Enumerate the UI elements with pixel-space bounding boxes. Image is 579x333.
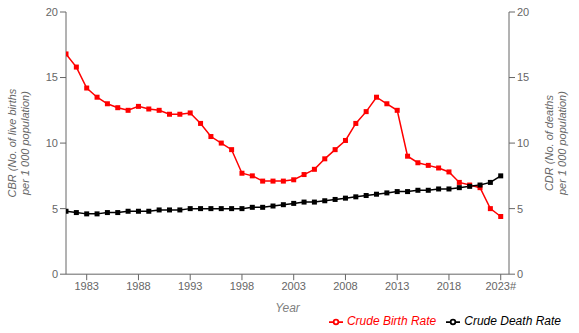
svg-text:2023#: 2023# (485, 280, 516, 292)
svg-text:1993: 1993 (178, 280, 202, 292)
svg-text:2013: 2013 (385, 280, 409, 292)
svg-text:5: 5 (517, 203, 523, 215)
svg-text:10: 10 (517, 137, 529, 149)
svg-text:1998: 1998 (230, 280, 254, 292)
svg-text:2003: 2003 (281, 280, 305, 292)
svg-text:0: 0 (52, 268, 58, 280)
svg-text:2008: 2008 (333, 280, 357, 292)
svg-text:1983: 1983 (74, 280, 98, 292)
svg-text:20: 20 (46, 6, 58, 18)
svg-text:1988: 1988 (126, 280, 150, 292)
svg-text:CBR (No. of live birthsper 1 0: CBR (No. of live birthsper 1 000 populat… (8, 88, 31, 197)
svg-text:20: 20 (517, 6, 529, 18)
svg-text:5: 5 (52, 203, 58, 215)
svg-text:Year: Year (275, 301, 301, 315)
svg-text:15: 15 (46, 71, 58, 83)
svg-text:2018: 2018 (437, 280, 461, 292)
html-text:Crude Death Rate: Crude Death Rate (464, 314, 561, 329)
svg-text:CDR (No. of deathsper 1 000 po: CDR (No. of deathsper 1 000 population) (543, 91, 568, 196)
svg-text:10: 10 (46, 137, 58, 149)
svg-text:0: 0 (517, 268, 523, 280)
html-text:Crude Birth Rate: Crude Birth Rate (346, 314, 437, 329)
svg-text:15: 15 (517, 71, 529, 83)
